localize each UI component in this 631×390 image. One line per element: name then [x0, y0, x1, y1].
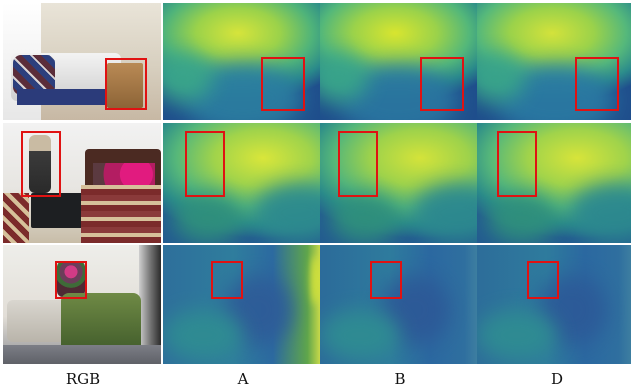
caption-rgb: RGB — [65, 370, 101, 388]
rgb-image-bedroom-2 — [3, 123, 161, 243]
highlight-box — [527, 261, 559, 299]
lamp — [29, 135, 51, 193]
door-frame — [139, 245, 161, 364]
depth-map-a-row-2 — [163, 123, 320, 243]
caption-d: D — [550, 370, 564, 388]
highlight-box — [261, 57, 305, 111]
figure-grid — [3, 3, 631, 364]
depth-map-b-row-1 — [320, 3, 477, 120]
depth-map-d-row-3 — [477, 245, 631, 364]
green-armchair — [61, 293, 141, 355]
highlight-box — [497, 131, 537, 197]
depth-map-a-row-1 — [163, 3, 320, 120]
highlight-box — [211, 261, 243, 299]
highlight-box — [185, 131, 225, 197]
highlight-box — [420, 57, 464, 111]
floor — [3, 345, 161, 364]
rgb-image-bedroom-1 — [3, 3, 161, 120]
depth-map-d-row-2 — [477, 123, 631, 243]
highlight-box — [55, 261, 87, 299]
nightstand — [31, 193, 83, 228]
highlight-box — [105, 58, 147, 110]
gray-sofa — [7, 300, 67, 342]
blanket — [13, 55, 55, 95]
highlight-box — [370, 261, 402, 299]
rgb-image-living-room — [3, 245, 161, 364]
left-bedding — [3, 193, 29, 243]
vase-flowers — [57, 261, 85, 297]
bed-skirt — [17, 89, 119, 105]
caption-b: B — [394, 370, 406, 388]
depth-map-d-row-1 — [477, 3, 631, 120]
highlight-box — [21, 131, 61, 197]
highlight-box — [575, 57, 619, 111]
depth-map-b-row-2 — [320, 123, 477, 243]
depth-map-b-row-3 — [320, 245, 477, 364]
depth-map-a-row-3 — [163, 245, 320, 364]
caption-a: A — [237, 370, 249, 388]
bedding — [81, 185, 161, 243]
highlight-box — [338, 131, 378, 197]
side-table — [107, 63, 143, 108]
